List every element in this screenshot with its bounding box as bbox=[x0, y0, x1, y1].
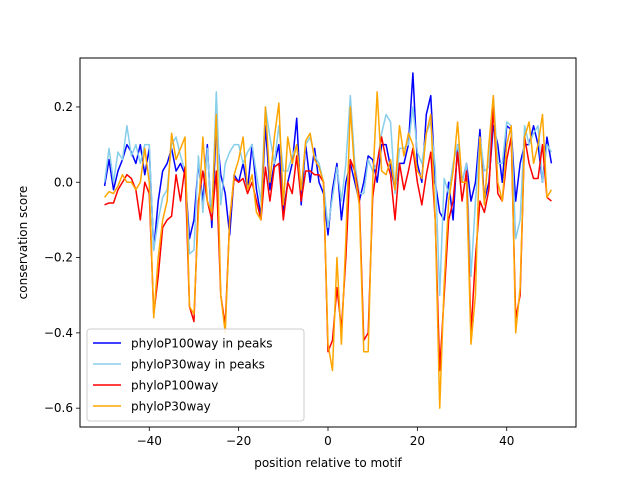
x-axis: −40 −20 0 20 40 bbox=[137, 427, 514, 448]
legend-label-3: phyloP100way bbox=[131, 379, 218, 393]
series-line-4 bbox=[103, 91, 553, 409]
legend-label-4: phyloP30way bbox=[131, 400, 211, 414]
series-line-2 bbox=[103, 91, 553, 296]
legend-frame bbox=[86, 328, 305, 422]
y-tick-label: 0.0 bbox=[54, 175, 73, 189]
y-tick-label: 0.2 bbox=[54, 100, 73, 114]
x-tick-label: 0 bbox=[324, 434, 332, 448]
series-line-1 bbox=[103, 72, 553, 251]
x-tick-label: −20 bbox=[226, 434, 251, 448]
legend-label-1: phyloP100way in peaks bbox=[131, 337, 273, 351]
y-axis: −0.6 −0.4 −0.2 0.0 0.2 bbox=[44, 100, 80, 415]
plot-lines bbox=[103, 72, 553, 409]
legend-label-2: phyloP30way in peaks bbox=[131, 358, 265, 372]
legend: phyloP100way in peaks phyloP30way in peak… bbox=[86, 328, 305, 422]
x-tick-label: −40 bbox=[137, 434, 162, 448]
y-tick-label: −0.4 bbox=[44, 326, 73, 340]
x-tick-label: 20 bbox=[410, 434, 425, 448]
x-axis-label: position relative to motif bbox=[254, 456, 402, 470]
y-axis-label: conservation score bbox=[16, 186, 30, 300]
x-tick-label: 40 bbox=[499, 434, 514, 448]
y-tick-label: −0.2 bbox=[44, 251, 73, 265]
y-tick-label: −0.6 bbox=[44, 401, 73, 415]
